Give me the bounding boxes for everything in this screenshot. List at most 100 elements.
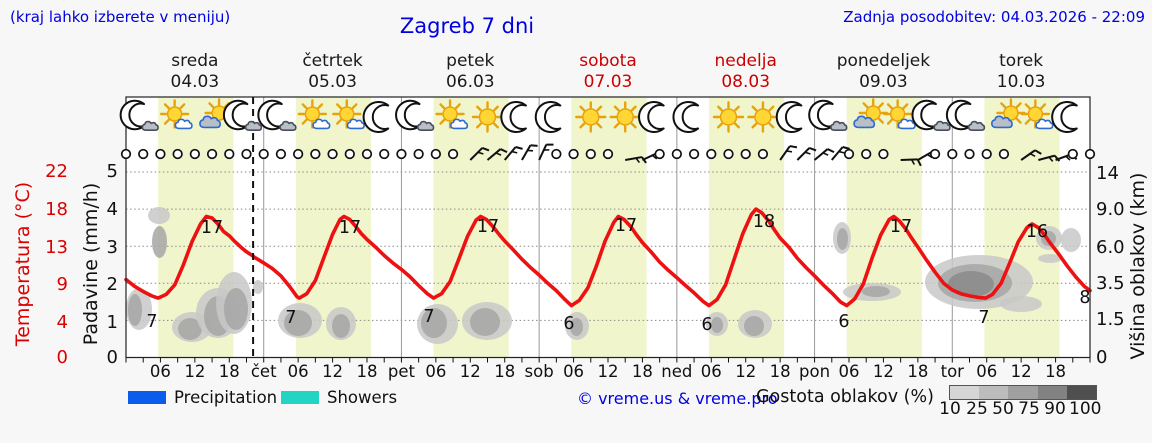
wind-calm-icon [292, 148, 304, 160]
day-name: ponedeljek [836, 51, 931, 71]
x-day-abbr-label: sob [525, 362, 554, 381]
day-date: 09.03 [859, 71, 908, 92]
sun-icon [471, 101, 504, 133]
x-hour-label: 18 [907, 362, 928, 381]
temp-min-label: 6 [701, 315, 712, 335]
moon-icon [638, 101, 665, 133]
wind-calm-icon [723, 148, 734, 160]
wind-barb-icon [503, 146, 523, 161]
cloud-cover-blob [1061, 228, 1081, 252]
cloud-cover-blob [1000, 296, 1042, 312]
day-date: 07.03 [583, 71, 633, 92]
wind-calm-icon [1067, 148, 1078, 160]
day-header: torek 10.03 [952, 51, 1090, 92]
temperature-tick: 4 [56, 312, 68, 333]
temperature-tick: 22 [45, 161, 68, 182]
wind-calm-icon [929, 148, 941, 160]
wind-calm-icon [206, 148, 218, 160]
cloud-cover-blob [253, 280, 263, 294]
wind-calm-icon [327, 148, 338, 160]
x-hour-label: 12 [460, 362, 481, 381]
wind-calm-icon [861, 148, 872, 160]
x-hour-label: 06 [701, 362, 722, 381]
wind-barb-icon [831, 146, 850, 161]
wind-barb-icon [538, 143, 554, 161]
wind-calm-icon [120, 148, 132, 160]
copyright-link[interactable]: © vreme.us & vreme.pro [577, 389, 778, 408]
temp-min-label: 6 [563, 314, 574, 334]
wind-calm-icon [964, 148, 975, 160]
x-day-abbr-label: čet [251, 362, 277, 381]
day-name: torek [999, 51, 1044, 71]
temp-max-label: 17 [890, 217, 912, 237]
x-hour-label: 12 [735, 362, 756, 381]
day-header: sreda 04.03 [126, 51, 264, 92]
day-date: 06.03 [445, 71, 495, 92]
precipitation-tick: 2 [106, 274, 118, 295]
wind-calm-icon [878, 148, 889, 160]
x-day-abbr-label: ned [661, 362, 692, 381]
x-day-abbr-label: pet [388, 362, 416, 381]
wind-calm-icon [998, 148, 1010, 160]
x-hour-label: 06 [563, 362, 584, 381]
cloud-scale-segment [1037, 386, 1067, 399]
wind-calm-icon [258, 148, 269, 160]
temperature-tick: 9 [56, 274, 68, 295]
day-date: 10.03 [996, 71, 1046, 92]
moon-cloud-icon [945, 99, 986, 131]
temp-max-label: 18 [753, 212, 775, 232]
wind-calm-icon [706, 148, 717, 160]
day-name: sobota [579, 51, 637, 71]
wind-calm-icon [981, 148, 992, 160]
temp-max-label: 17 [615, 216, 637, 236]
wind-calm-icon [757, 148, 769, 160]
temp-min-label: 7 [978, 308, 989, 328]
wind-calm-icon [430, 148, 442, 160]
moon-cloud-icon [395, 99, 435, 131]
x-hour-label: 06 [288, 362, 309, 381]
cloud-scale-value: 25 [966, 399, 988, 419]
cloud-sun-icon [991, 98, 1026, 129]
daytime-band [571, 97, 647, 358]
temp-max-label: 17 [201, 218, 223, 238]
sun-cloud-icon [435, 99, 469, 130]
cloud-cover-blob [178, 318, 202, 340]
wind-barb-icon [521, 144, 538, 161]
cloud-height-tick: 6.0 [1096, 237, 1125, 258]
cloud-height-tick: 3.5 [1096, 273, 1125, 294]
sun-cloud-icon [159, 99, 193, 130]
precipitation-legend-label: Precipitation [174, 388, 278, 407]
cloud-cover-blob [332, 314, 350, 338]
x-hour-label: 18 [632, 362, 653, 381]
cloud-scale-segment [950, 386, 980, 399]
temp-max-label: 17 [339, 218, 361, 238]
cloud-cover-blob [1038, 254, 1062, 263]
wind-calm-icon [413, 148, 424, 160]
wind-calm-icon [1084, 148, 1096, 160]
wind-barb-icon [469, 147, 490, 161]
moon-cloud-icon [257, 99, 297, 131]
cloud-height-tick: 0 [1096, 347, 1108, 368]
cloud-density-legend-label: Gostota oblakov (%) [756, 387, 934, 407]
cloud-cover-blob [470, 308, 500, 336]
temperature-tick: 13 [45, 237, 68, 258]
sun-icon [747, 101, 779, 133]
showers-legend-label: Showers [327, 388, 398, 407]
cloud-scale-value: 100 [1069, 399, 1102, 419]
cloud-cover-blob [862, 286, 890, 297]
cloud-cover-blob [837, 228, 848, 250]
cloud-scale-value: 10 [939, 399, 961, 419]
x-hour-label: 12 [598, 362, 619, 381]
sun-cloud-icon [332, 99, 365, 130]
wind-calm-icon [189, 148, 201, 160]
cloud-cover-blob [421, 308, 447, 338]
wind-barb-icon [1020, 149, 1042, 161]
wind-calm-icon [361, 148, 373, 160]
sun-cloud-icon [882, 99, 916, 130]
cloud-cover-blob [152, 226, 167, 258]
last-update-timestamp: Zadnja posodobitev: 04.03.2026 - 22:09 [843, 8, 1145, 26]
sun-icon [712, 101, 745, 133]
day-header: sobota 07.03 [539, 51, 677, 92]
day-name: sreda [171, 51, 219, 71]
